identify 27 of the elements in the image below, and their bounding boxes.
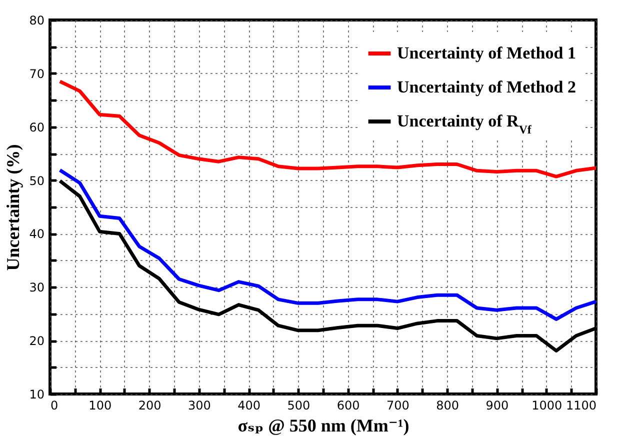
x-axis-title: σₛₚ @ 550 nm (Mm⁻¹) [238,416,410,436]
y-tick-label: 20 [29,334,44,348]
y-tick-label: 10 [29,388,44,402]
x-tick-label: 1100 [566,398,596,412]
y-axis-title: Uncertainty (%) [3,144,24,271]
y-tick-label: 30 [29,280,44,295]
x-tick-label: 600 [336,398,360,412]
x-tick-label: 1000 [532,398,562,412]
line-series [58,80,598,178]
y-tick-label: 80 [29,14,44,28]
line-series [58,168,598,321]
y-tick-label: 70 [29,66,44,81]
x-tick-label: 200 [138,398,162,412]
y-tick-label: 40 [29,227,44,242]
x-tick-label: 800 [436,398,460,412]
x-tick-label: 100 [88,398,112,412]
legend-label: Uncertainty of Method 1 [397,44,576,62]
x-tick-label: 300 [188,398,211,412]
legend-label: Uncertainty of Method 2 [397,78,576,96]
x-tick-label: 900 [486,398,509,412]
x-tick-label: 500 [287,398,310,412]
x-tick-label: 700 [386,398,410,412]
y-tick-label: 50 [29,174,44,188]
x-tick-label: 0 [50,398,58,412]
legend-label: Uncertainty of R$_{Vf}$ [397,112,532,136]
y-tick-label: 60 [29,120,44,134]
x-tick-label: 400 [238,398,260,412]
